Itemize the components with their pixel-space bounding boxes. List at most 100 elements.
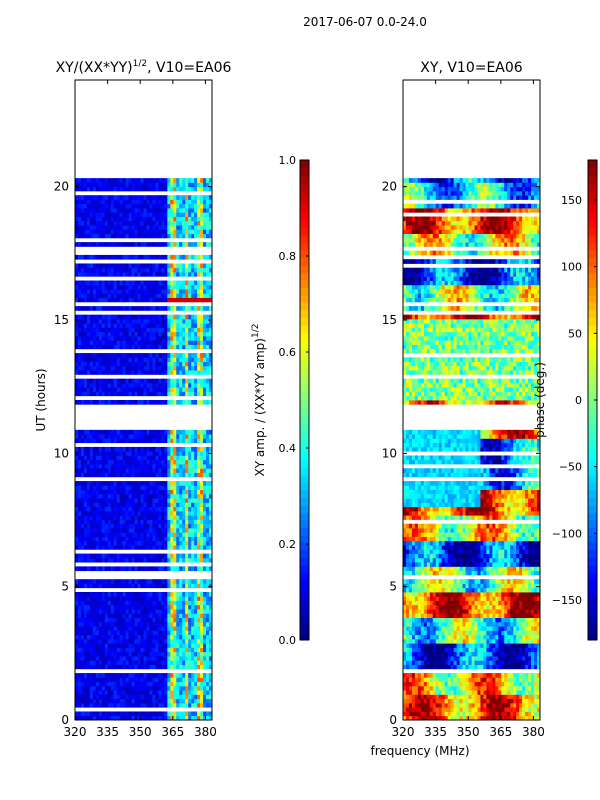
heatmap-cell xyxy=(128,353,132,358)
heatmap-cell xyxy=(206,203,210,209)
heatmap-cell xyxy=(92,651,97,657)
heatmap-cell xyxy=(182,502,186,508)
heatmap-cell xyxy=(75,711,79,717)
heatmap-cell xyxy=(107,617,112,623)
heatmap-cell xyxy=(122,229,127,234)
heatmap-cell xyxy=(134,400,138,405)
heatmap-cell xyxy=(113,314,118,320)
heatmap-cell xyxy=(173,208,177,213)
heatmap-cell xyxy=(155,677,159,682)
heatmap-cell xyxy=(92,715,97,721)
heatmap-cell xyxy=(206,331,210,337)
heatmap-cell xyxy=(179,365,183,371)
heatmap-cell xyxy=(86,242,91,247)
heatmap-cell xyxy=(77,643,82,648)
heatmap-cell xyxy=(194,370,198,375)
heatmap-cell xyxy=(92,528,97,533)
heatmap-cell xyxy=(98,617,103,623)
heatmap-cell xyxy=(161,613,165,618)
heatmap-cell xyxy=(143,472,147,478)
heatmap-cell xyxy=(188,566,192,572)
heatmap-cell xyxy=(110,613,115,618)
heatmap-cell xyxy=(161,182,165,188)
heatmap-cell xyxy=(203,528,207,533)
heatmap-cell xyxy=(89,656,94,661)
heatmap-cell xyxy=(203,438,207,444)
heatmap-cell xyxy=(170,647,174,653)
heatmap-cell xyxy=(185,178,189,183)
heatmap-cell xyxy=(170,489,174,495)
heatmap-cell xyxy=(206,613,210,618)
heatmap-cell xyxy=(134,361,138,367)
heatmap-cell xyxy=(194,634,198,640)
heatmap-cell xyxy=(110,220,115,226)
heatmap-cell xyxy=(101,361,106,367)
heatmap-cell xyxy=(86,353,91,358)
heatmap-cell xyxy=(191,604,195,610)
heatmap-cell xyxy=(191,583,195,589)
heatmap-cell xyxy=(95,438,100,444)
heatmap-cell xyxy=(110,673,115,678)
heatmap-cell xyxy=(152,711,156,717)
heatmap-cell xyxy=(83,528,88,533)
heatmap-cell xyxy=(170,446,174,452)
heatmap-cell xyxy=(83,583,88,589)
heatmap-cell xyxy=(146,242,150,247)
heatmap-cell xyxy=(131,225,135,230)
colorbar-segment xyxy=(300,595,309,603)
heatmap-cell xyxy=(173,272,177,277)
heatmap-cell xyxy=(149,186,153,192)
heatmap-cell xyxy=(149,229,153,234)
heatmap-cell xyxy=(137,634,141,640)
heatmap-cell xyxy=(134,690,138,695)
heatmap-cell xyxy=(164,267,168,273)
heatmap-cell xyxy=(107,178,112,183)
heatmap-cell xyxy=(119,182,124,188)
heatmap-cell xyxy=(119,451,124,456)
heatmap-cell xyxy=(110,592,115,597)
heatmap-cell xyxy=(149,212,153,217)
heatmap-cell xyxy=(179,566,183,572)
heatmap-cell xyxy=(188,656,192,661)
heatmap-cell xyxy=(137,592,141,597)
heatmap-cell xyxy=(122,284,127,290)
heatmap-cell xyxy=(110,502,115,508)
heatmap-cell xyxy=(531,698,535,704)
heatmap-cell xyxy=(110,378,115,384)
heatmap-cell xyxy=(95,647,100,653)
heatmap-cell xyxy=(125,340,130,345)
heatmap-cell xyxy=(161,340,165,345)
heatmap-cell xyxy=(170,583,174,589)
heatmap-cell xyxy=(75,429,79,435)
heatmap-cell xyxy=(194,656,198,661)
heatmap-cell xyxy=(188,254,192,260)
heatmap-cell xyxy=(167,557,171,563)
heatmap-cell xyxy=(191,523,195,529)
heatmap-cell xyxy=(134,515,138,520)
heatmap-cell xyxy=(149,178,153,183)
heatmap-cell xyxy=(194,446,198,452)
heatmap-cell xyxy=(86,621,91,627)
heatmap-cell xyxy=(182,391,186,397)
heatmap-cell xyxy=(161,434,165,439)
heatmap-cell xyxy=(185,267,189,273)
heatmap-cell xyxy=(101,293,106,298)
heatmap-cell xyxy=(98,651,103,657)
heatmap-cell xyxy=(182,540,186,546)
heatmap-cell xyxy=(158,566,162,572)
heatmap-cell xyxy=(203,596,207,601)
heatmap-cell xyxy=(125,681,130,687)
heatmap-cell xyxy=(486,711,490,717)
heatmap-cell xyxy=(95,613,100,618)
heatmap-cell xyxy=(182,289,186,294)
heatmap-cell xyxy=(170,233,174,239)
heatmap-cell xyxy=(125,216,130,222)
heatmap-cell xyxy=(92,212,97,217)
heatmap-cell xyxy=(203,284,207,290)
heatmap-cell xyxy=(173,592,177,597)
heatmap-cell xyxy=(179,327,183,333)
heatmap-cell xyxy=(83,698,88,704)
heatmap-cell xyxy=(119,186,124,192)
heatmap-cell xyxy=(116,596,121,601)
heatmap-cell xyxy=(206,434,210,439)
